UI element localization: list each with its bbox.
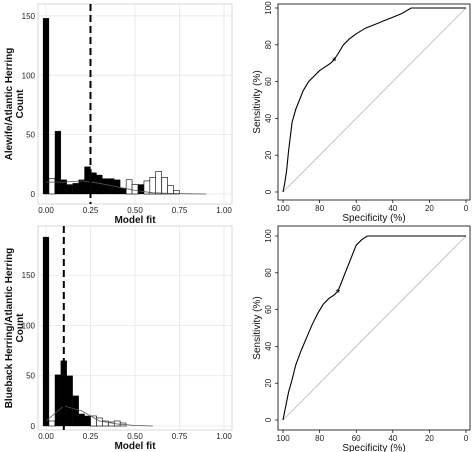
bar-open	[173, 190, 180, 195]
x-tick-label: 0.25	[83, 432, 99, 441]
roc-curve	[282, 235, 466, 421]
bar-open	[48, 420, 56, 427]
bar-filled	[66, 184, 73, 195]
panel-top-right: * 100 80 60 40 20 0 0 20 40 60 80 100 Specificity (%)…	[252, 1, 471, 224]
x-tick-label: 80	[315, 204, 324, 213]
bar-filled	[42, 236, 50, 427]
x-tick-label: 100	[276, 204, 290, 213]
y-axis-label-line2: Count	[15, 313, 26, 343]
plot-frame	[277, 225, 471, 431]
panel-bottom-right: * 100 80 60 40 20 0 0 20 40 60 80 100 Specificity (%)…	[252, 225, 471, 452]
x-tick-label: 1.00	[216, 432, 232, 441]
x-tick-label: 20	[425, 204, 434, 213]
bar-open	[149, 177, 157, 195]
y-tick-label: 50	[26, 131, 35, 140]
bar-filled	[78, 413, 85, 427]
x-tick-label: 0	[464, 434, 469, 443]
x-tick-label: 0.00	[38, 432, 54, 441]
x-tick-label: 60	[352, 204, 361, 213]
bar-filled	[66, 375, 73, 427]
y-tick-label: 40	[264, 113, 273, 122]
reference-diagonal	[282, 7, 467, 193]
y-tick-label: 100	[22, 321, 36, 330]
bar-filled	[54, 374, 62, 427]
x-tick-label: 0.00	[38, 206, 54, 215]
y-tick-label: 60	[264, 305, 273, 314]
x-tick-label: 0	[464, 204, 469, 213]
bar-filled	[137, 184, 144, 195]
y-axis-label-line1: Blueback Herring/Atlantic Herring	[4, 248, 15, 409]
bar-open	[48, 178, 56, 195]
y-axis-label: Sensitivity (%)	[252, 70, 263, 133]
y-axis-label-line1: Alewife/Atlantic Herring	[4, 48, 15, 161]
bar-filled	[84, 415, 91, 427]
y-tick-label: 0	[264, 417, 273, 422]
bar-filled	[96, 174, 103, 195]
optimal-point-marker: *	[332, 57, 336, 68]
x-tick-label: 0.75	[172, 432, 188, 441]
panel-bottom-left: 0.00 0.25 0.50 0.75 1.00 0 50 100 150 Model fit Bl…	[4, 225, 233, 452]
density-line	[46, 180, 207, 195]
y-tick-label: 0	[31, 190, 36, 199]
y-tick-label: 20	[264, 378, 273, 387]
y-tick-label: 80	[264, 40, 273, 49]
x-tick-label: 60	[352, 434, 361, 443]
bar-filled	[72, 395, 79, 427]
x-tick-label: 20	[425, 434, 434, 443]
bar-filled	[119, 187, 127, 195]
y-tick-label: 0	[264, 189, 273, 194]
bar-filled	[54, 130, 62, 195]
bar-open	[161, 177, 168, 195]
y-tick-label: 150	[22, 271, 36, 280]
y-axis-label: Sensitivity (%)	[252, 296, 263, 359]
reference-diagonal	[282, 235, 467, 421]
x-tick-label: 0.50	[127, 206, 143, 215]
bar-open	[125, 179, 133, 195]
y-tick-label: 20	[264, 150, 273, 159]
bar-open	[96, 417, 103, 427]
panel-top-left: 0.00 0.25 0.50 0.75 1.00 0 50 100 150 Model fit Al…	[4, 3, 233, 226]
bar-filled	[102, 178, 109, 195]
optimal-point-marker: *	[336, 288, 340, 299]
y-tick-label: 150	[22, 12, 36, 21]
x-tick-label: 0.75	[172, 206, 188, 215]
x-tick-label: 80	[315, 434, 324, 443]
bar-open	[155, 171, 162, 195]
y-tick-label: 100	[264, 229, 273, 243]
y-tick-label: 50	[26, 372, 35, 381]
x-tick-label: 1.00	[216, 206, 232, 215]
x-axis-label: Model fit	[114, 441, 156, 452]
roc-curve	[282, 7, 466, 193]
x-axis-label: Model fit	[114, 215, 156, 226]
bar-filled	[72, 183, 79, 195]
x-tick-label: 0.50	[127, 432, 143, 441]
y-tick-label: 40	[264, 341, 273, 350]
y-tick-label: 0	[31, 422, 36, 431]
x-tick-label: 100	[276, 434, 290, 443]
y-tick-label: 80	[264, 268, 273, 277]
bar-filled	[42, 18, 50, 195]
plot-frame	[277, 3, 471, 201]
y-tick-label: 100	[264, 1, 273, 15]
bar-filled	[78, 179, 85, 195]
y-axis-label-line2: Count	[15, 89, 26, 119]
x-axis-label: Specificity (%)	[342, 443, 405, 452]
x-tick-label: 0.25	[83, 206, 99, 215]
x-tick-label: 40	[388, 204, 397, 213]
y-tick-label: 100	[22, 71, 36, 80]
bar-open	[131, 184, 139, 195]
x-axis-label: Specificity (%)	[342, 213, 405, 224]
bar-open	[167, 185, 174, 195]
y-tick-label: 60	[264, 77, 273, 86]
x-tick-label: 40	[388, 434, 397, 443]
